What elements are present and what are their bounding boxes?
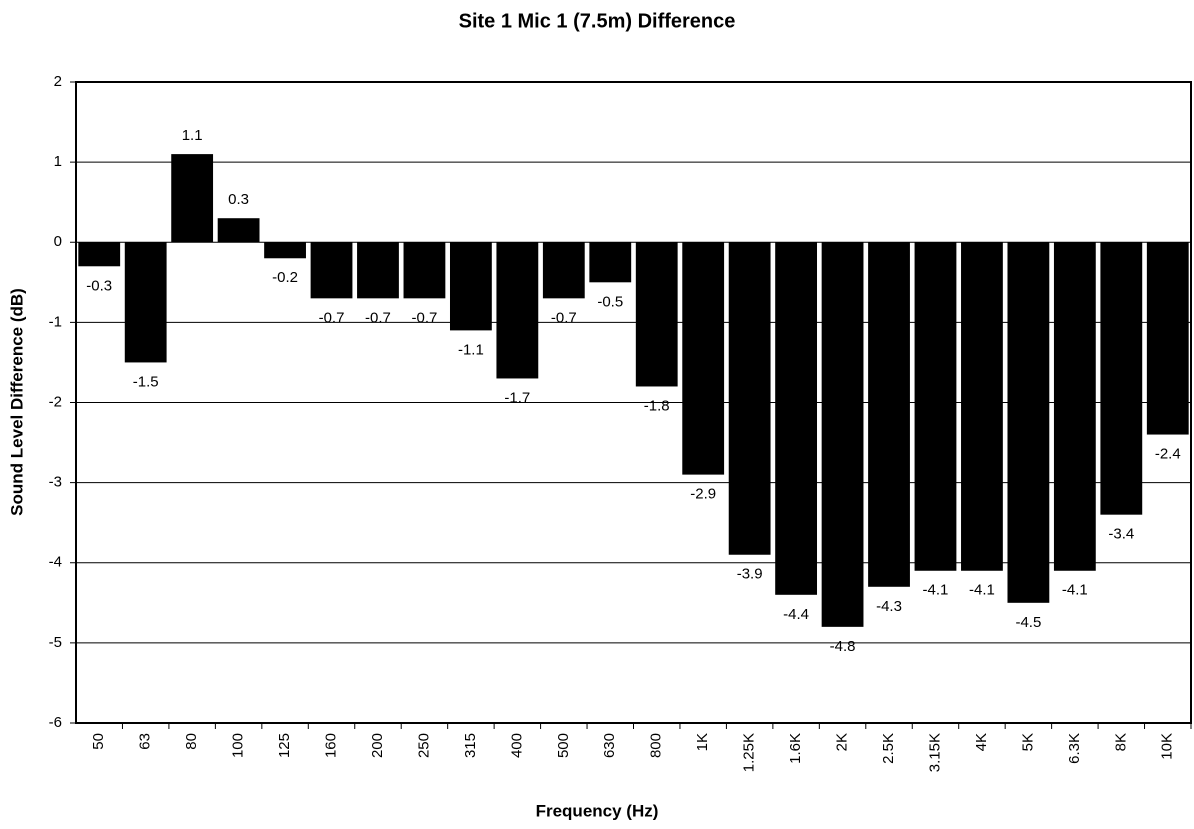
bar (171, 154, 214, 243)
bar (682, 242, 725, 475)
value-label: -4.1 (923, 582, 949, 599)
bar (1146, 242, 1189, 435)
value-label: -0.3 (86, 277, 112, 294)
x-tick-label: 50 (90, 733, 107, 750)
x-tick-label: 800 (648, 733, 665, 758)
x-tick-label: 125 (276, 733, 293, 758)
bar (775, 242, 818, 595)
bar (635, 242, 678, 387)
value-label: -1.7 (504, 389, 530, 406)
x-tick-label: 1.25K (741, 733, 758, 772)
bar (310, 242, 353, 299)
value-label: -4.4 (783, 606, 809, 623)
x-tick-label: 1K (694, 733, 711, 751)
value-label: -1.8 (644, 397, 670, 414)
value-label: -4.5 (1015, 614, 1041, 631)
bar (449, 242, 492, 331)
y-tick-label: -5 (49, 634, 62, 651)
bar (124, 242, 167, 363)
x-tick-label: 500 (555, 733, 572, 758)
x-tick-label: 315 (462, 733, 479, 758)
y-tick-label: -6 (49, 714, 62, 731)
bar (914, 242, 957, 571)
y-tick-label: 1 (54, 153, 62, 170)
x-tick-label: 630 (601, 733, 618, 758)
bar (78, 242, 121, 267)
x-tick-label: 4K (973, 733, 990, 751)
x-tick-label: 2.5K (880, 733, 897, 764)
value-label: -0.5 (597, 293, 623, 310)
value-label: -0.7 (319, 309, 345, 326)
bar (542, 242, 585, 299)
y-tick-label: -1 (49, 313, 62, 330)
y-tick-label: -4 (49, 554, 62, 571)
value-label: -1.5 (133, 373, 159, 390)
x-tick-label: 6.3K (1066, 733, 1083, 764)
bar (589, 242, 632, 283)
bar (1053, 242, 1096, 571)
bar (728, 242, 771, 555)
value-label: -3.4 (1108, 526, 1134, 543)
value-label: -0.7 (551, 309, 577, 326)
x-axis-title: Frequency (Hz) (536, 801, 659, 820)
value-label: -0.7 (365, 309, 391, 326)
x-tick-label: 8K (1112, 733, 1129, 751)
value-label: -2.4 (1155, 446, 1181, 463)
bar (1100, 242, 1143, 515)
value-label: -1.1 (458, 341, 484, 358)
value-label: -4.3 (876, 598, 902, 615)
y-tick-label: -2 (49, 393, 62, 410)
x-tick-label: 80 (183, 733, 200, 750)
x-tick-label: 250 (415, 733, 432, 758)
chart-title: Site 1 Mic 1 (7.5m) Difference (459, 10, 736, 32)
value-label: -2.9 (690, 486, 716, 503)
bar (868, 242, 910, 587)
value-label: -4.1 (969, 582, 995, 599)
x-tick-label: 10K (1159, 733, 1176, 760)
x-tick-label: 3.15K (926, 733, 943, 772)
value-label: -0.2 (272, 269, 298, 286)
bar (961, 242, 1003, 571)
y-tick-label: 2 (54, 73, 62, 90)
x-tick-label: 100 (230, 733, 247, 758)
value-label: -0.7 (412, 309, 438, 326)
bar (357, 242, 399, 299)
x-tick-label: 63 (137, 733, 154, 750)
value-label: -4.1 (1062, 582, 1088, 599)
bar (264, 242, 306, 259)
x-tick-label: 2K (834, 733, 851, 751)
y-tick-label: 0 (54, 233, 62, 250)
value-label: 1.1 (182, 127, 203, 144)
x-tick-label: 400 (508, 733, 525, 758)
value-label: -3.9 (737, 566, 763, 583)
value-label: 0.3 (228, 191, 249, 208)
x-tick-label: 200 (369, 733, 386, 758)
y-tick-label: -3 (49, 474, 62, 491)
bar (821, 242, 864, 627)
bar (217, 218, 260, 243)
bar (403, 242, 446, 299)
x-tick-label: 160 (322, 733, 339, 758)
bar (496, 242, 539, 379)
bar (1007, 242, 1050, 603)
y-axis-title: Sound Level Difference (dB) (7, 288, 26, 516)
x-tick-label: 5K (1019, 733, 1036, 751)
value-label: -4.8 (830, 638, 856, 655)
x-tick-label: 1.6K (787, 733, 804, 764)
